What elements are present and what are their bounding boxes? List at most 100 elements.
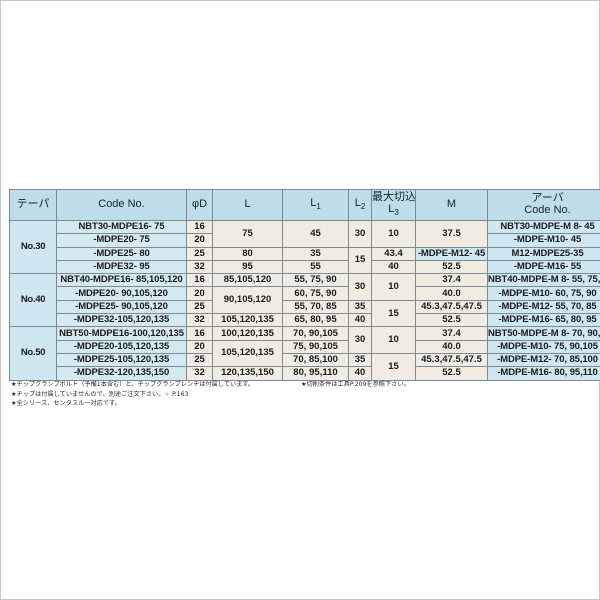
m-cell: 45.3,47.5,47.5	[415, 352, 488, 368]
code-no-cell: NBT50-MDPE16-100,120,135	[56, 326, 187, 341]
l2-cell: 40	[348, 313, 372, 328]
table-row: -MDPE25- 80 25 80 35 15 43.4 -MDPE-M12- 45 M12-…	[10, 246, 600, 275]
table-header-row: テーパ Code No. φD L L1 L2 最大切込みL3 M アーバCod…	[9, 189, 600, 221]
taper-cell: No.40	[9, 273, 57, 328]
table-row: -MDPE20-105,120,135 20 105,120,135 75, 90,1…	[10, 339, 600, 368]
arbor-code-cell: -MDPE-M12- 55, 70, 85	[487, 299, 600, 315]
taper-cell: No.50	[9, 326, 57, 381]
l1-cell: 70, 90,105	[282, 326, 349, 341]
arbor-code-cell: -MDPE-M10- 60, 75, 90	[487, 286, 600, 301]
l3-cell: 15	[371, 352, 416, 381]
l2-cell: 40	[371, 259, 416, 275]
m-cell: 52.5	[415, 259, 488, 275]
footnotes-right: ★切削条件は工具P.209を参照下さい。	[301, 380, 410, 390]
l1-cell: 60, 75, 90	[282, 286, 349, 301]
arbor-code-cell: -MDPE-M16- 55	[487, 259, 600, 275]
table-row: No.40 NBT40-MDPE16- 85,105,120 16 85,105,12…	[9, 273, 600, 328]
arbor-code-cell: NBT30-MDPE-M 8- 45	[487, 219, 600, 235]
code-no-cell: -MDPE25- 90,105,120	[56, 299, 187, 315]
footnote-line: ★チップは付属していませんので、別途ご注文下さい。☞ P.163	[11, 390, 189, 398]
l1-cell: 45	[282, 220, 349, 248]
spec-table-container: テーパ Code No. φD L L1 L2 最大切込みL3 M アーバCod…	[9, 189, 600, 381]
phi-d-cell: 20	[186, 286, 213, 301]
arbor-code-cell: -MDPE-M16- 65, 80, 95	[487, 313, 600, 328]
l-cell: 120,135,150	[212, 366, 283, 381]
l1-cell: 65, 80, 95	[282, 313, 349, 328]
arbor-code-cell: -MDPE-M16- 80, 95,110	[487, 366, 600, 381]
m-cell: 43.4	[371, 246, 416, 261]
header-l: L	[212, 189, 283, 221]
l1-cell: 55	[282, 259, 349, 275]
footnote-line: ★チップクランプボルト（予備1本含む）と、チップクランプレンチは付属しています。	[11, 381, 255, 388]
footnote-line: ★全シリーズ、センタスルー対応です。	[11, 400, 121, 408]
l2-cell: 30	[348, 326, 372, 354]
m-cell: 37.4	[415, 326, 488, 341]
l-cell: 100,120,135	[212, 326, 283, 341]
l1-cell: 55, 70, 85	[282, 299, 349, 315]
code-no-cell: -MDPE25- 80	[56, 246, 187, 261]
m-cell: 40.0	[415, 286, 488, 301]
phi-d-cell: 16	[186, 219, 213, 235]
l1-cell: 75, 90,105	[282, 339, 349, 354]
arbor-code-cell: -MDPE-M12- 70, 85,100	[487, 352, 600, 368]
l2-cell: 40	[348, 366, 372, 381]
phi-d-cell: 32	[186, 259, 213, 275]
code-no-cell: -MDPE20- 75	[56, 233, 187, 248]
header-phi-d: φD	[186, 189, 213, 221]
phi-d-cell: 25	[186, 352, 213, 368]
m-cell: 37.4	[415, 273, 488, 288]
l1-cell: 55, 75, 90	[282, 273, 349, 288]
taper-cell: No.30	[9, 219, 57, 275]
code-no-cell: -MDPE25-105,120,135	[56, 352, 187, 368]
table-row: -MDPE32-105,120,135 32 105,120,135 65, 80, …	[10, 313, 600, 328]
phi-d-cell: 16	[186, 273, 213, 288]
table-row: -MDPE32-120,135,150 32 120,135,150 80, 95,1…	[10, 366, 600, 381]
l3-cell: 10	[371, 273, 416, 301]
m-cell: 52.5	[415, 366, 488, 381]
code-no-cell: NBT40-MDPE16- 85,105,120	[56, 273, 187, 288]
header-arbor: アーバ Code No.	[487, 189, 600, 221]
head-code-cell: M12-MDPE25-35	[487, 246, 600, 261]
l-cell: 95	[212, 259, 283, 275]
phi-d-cell: 32	[186, 313, 213, 328]
arbor-code-cell: NBT50-MDPE-M 8- 70, 90,105	[487, 326, 600, 341]
arbor-code-cell: -MDPE-M10- 75, 90,105	[487, 339, 600, 354]
arbor-code-cell: NBT40-MDPE-M 8- 55, 75, 90	[487, 273, 600, 288]
arbor-code-cell: -MDPE-M10- 45	[487, 233, 600, 248]
spec-table: テーパ Code No. φD L L1 L2 最大切込みL3 M アーバCod…	[9, 189, 600, 381]
table-row: No.30 NBT30-MDPE16- 75 16 75 45 30 10 37.5 NBT30…	[9, 219, 600, 275]
l-cell: 105,120,135	[212, 339, 283, 368]
l2-cell: 35	[282, 246, 349, 261]
phi-d-cell: 20	[186, 339, 213, 354]
header-l3-max-depth: 最大切込みL3	[371, 189, 416, 221]
l2-cell: 30	[348, 273, 372, 301]
phi-d-cell: 25	[186, 246, 213, 261]
footnotes-left: ★チップクランプボルト（予備1本含む）と、チップクランプレンチは付属しています。…	[11, 380, 254, 409]
l3-cell: 10	[371, 220, 416, 248]
table-row: -MDPE25-105,120,135 25 70, 85,100 35 15 45.3,…	[10, 352, 600, 381]
l3-cell: 15	[371, 299, 416, 328]
code-no-cell: -MDPE32- 95	[56, 259, 187, 275]
phi-d-cell: 25	[186, 299, 213, 315]
header-m: M	[415, 189, 488, 221]
code-no-cell: -MDPE20-105,120,135	[56, 339, 187, 354]
m-cell: 37.5	[415, 220, 488, 248]
l3-cell: 15	[348, 246, 372, 275]
l-cell: 80	[212, 246, 283, 261]
l-cell: 75	[212, 220, 283, 248]
l2-cell: 35	[348, 299, 372, 315]
code-no-cell: -MDPE32-105,120,135	[56, 313, 187, 328]
l1-cell: 80, 95,110	[282, 366, 349, 381]
phi-d-cell: 16	[186, 326, 213, 341]
l2-cell: 35	[348, 352, 372, 368]
m-cell: 52.5	[415, 313, 488, 328]
l3-cell: 10	[371, 326, 416, 354]
l1-cell: 70, 85,100	[282, 352, 349, 368]
phi-d-cell: 32	[186, 366, 213, 381]
header-taper: テーパ	[9, 189, 57, 221]
code-no-cell: -MDPE20- 90,105,120	[56, 286, 187, 301]
table-row: -MDPE25- 90,105,120 25 55, 70, 85 35 15 45.3,…	[10, 299, 600, 328]
header-code-no: Code No.	[56, 189, 187, 221]
